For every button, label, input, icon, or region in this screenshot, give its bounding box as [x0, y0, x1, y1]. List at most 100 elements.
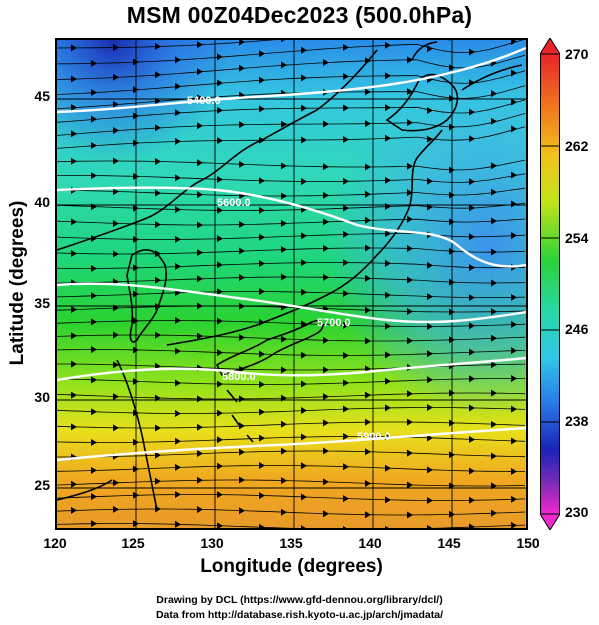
- streamline-arrow: [155, 451, 161, 459]
- streamline-arrow: [175, 174, 181, 182]
- streamline-arrow: [365, 448, 371, 456]
- streamline-arrow: [71, 44, 77, 52]
- streamline-arrow: [511, 320, 517, 328]
- streamline-arrow: [427, 322, 433, 330]
- streamline-arrow: [259, 380, 265, 388]
- y-tick-label: 45: [34, 88, 50, 104]
- colorbar-tick-label: 270: [565, 46, 589, 62]
- streamline-arrow: [469, 375, 475, 383]
- streamline-arrow: [91, 438, 97, 446]
- streamline-arrow: [469, 108, 475, 116]
- streamline-arrow: [281, 120, 287, 128]
- streamline-arrow: [301, 104, 307, 112]
- streamline-arrow: [365, 391, 371, 399]
- streamline-arrow: [197, 506, 203, 514]
- streamline-arrow: [175, 347, 181, 355]
- streamline-arrow: [91, 89, 97, 97]
- streamline-arrow: [281, 246, 287, 254]
- streamline-arrow: [259, 206, 265, 214]
- streamline-arrow: [511, 375, 517, 383]
- streamline-arrow: [239, 395, 245, 403]
- streamline-arrow: [301, 136, 307, 144]
- streamline-arrow: [343, 259, 349, 267]
- streamline-arrow: [343, 177, 349, 185]
- colorbar-bottom-arrow: [540, 513, 560, 530]
- streamline-arrow: [301, 74, 307, 82]
- streamline-arrow: [155, 221, 161, 229]
- streamline-arrow: [323, 419, 329, 427]
- streamline-arrow: [491, 90, 497, 98]
- streamline-arrow: [365, 274, 371, 282]
- streamline: [57, 305, 526, 313]
- streamline-arrow: [323, 366, 329, 374]
- credits-drawing: Drawing by DCL (https://www.gfd-dennou.o…: [156, 594, 443, 606]
- streamline-arrow: [155, 158, 161, 166]
- streamline-arrow: [427, 496, 433, 504]
- streamline-arrow: [91, 376, 97, 384]
- colorbar-gradient: [540, 53, 560, 515]
- streamline-arrow: [407, 308, 413, 316]
- streamline-arrow: [91, 466, 97, 474]
- streamline-arrow: [239, 448, 245, 456]
- streamline-arrow: [343, 104, 349, 112]
- streamline-arrow: [281, 477, 287, 485]
- streamline: [57, 159, 526, 171]
- streamline-arrow: [491, 117, 497, 125]
- streamline-arrow: [175, 137, 181, 145]
- streamline-arrow: [217, 53, 223, 61]
- streamline: [57, 334, 526, 342]
- streamline-arrow: [427, 261, 433, 269]
- streamline: [57, 392, 526, 400]
- x-tick-label: 120: [43, 535, 67, 551]
- streamline-arrow: [511, 405, 517, 413]
- streamline-arrow: [469, 48, 475, 56]
- streamline-arrow: [239, 121, 245, 129]
- streamline-arrow: [469, 264, 475, 272]
- streamline-arrow: [197, 476, 203, 484]
- streamline-arrow: [155, 250, 161, 258]
- streamline-arrow: [323, 120, 329, 128]
- streamline-arrow: [217, 261, 223, 269]
- streamline-arrow: [239, 334, 245, 342]
- x-tick-label: 135: [279, 535, 303, 551]
- streamline-arrow: [365, 365, 371, 373]
- streamline-arrow: [511, 231, 517, 239]
- streamline-arrow: [343, 525, 347, 528]
- streamline-arrow: [113, 73, 119, 81]
- streamline-arrow: [197, 191, 203, 199]
- streamline-arrow: [91, 59, 97, 67]
- y-tick-label: 35: [34, 295, 50, 311]
- streamline-arrow: [385, 377, 391, 385]
- streamline-arrow: [175, 235, 181, 243]
- contour-label: 5900.0: [357, 431, 391, 443]
- streamline-arrow: [343, 379, 349, 387]
- streamline-arrow: [511, 347, 517, 355]
- streamline-arrow: [155, 124, 161, 132]
- streamline-arrow: [343, 321, 349, 329]
- streamline-arrow: [239, 64, 245, 72]
- streamline-arrow: [91, 346, 97, 354]
- streamline-arrow: [301, 259, 307, 267]
- x-axis-label: Longitude (degrees): [200, 556, 383, 577]
- streamline-arrow: [407, 244, 413, 252]
- x-tick-label: 145: [437, 535, 461, 551]
- streamline-arrow: [217, 235, 223, 243]
- streamline-arrow: [239, 476, 245, 484]
- streamline-arrow: [385, 404, 391, 412]
- streamline-arrow: [197, 122, 203, 130]
- streamline-arrow: [259, 50, 265, 58]
- streamline-arrow: [323, 163, 329, 171]
- streamline-arrow: [385, 230, 391, 238]
- streamline-arrow: [91, 292, 97, 300]
- streamline-arrow: [301, 232, 307, 240]
- streamline-arrow: [301, 288, 307, 296]
- streamline-arrow: [491, 509, 497, 517]
- streamline-arrow: [365, 480, 371, 488]
- streamline-arrow: [343, 43, 349, 51]
- streamline-arrow: [91, 172, 97, 180]
- streamline-arrow: [427, 466, 433, 474]
- streamline: [57, 218, 526, 226]
- streamline-arrow: [385, 134, 391, 142]
- streamline-arrow: [301, 46, 307, 54]
- contour-label: 5800.0: [222, 371, 256, 383]
